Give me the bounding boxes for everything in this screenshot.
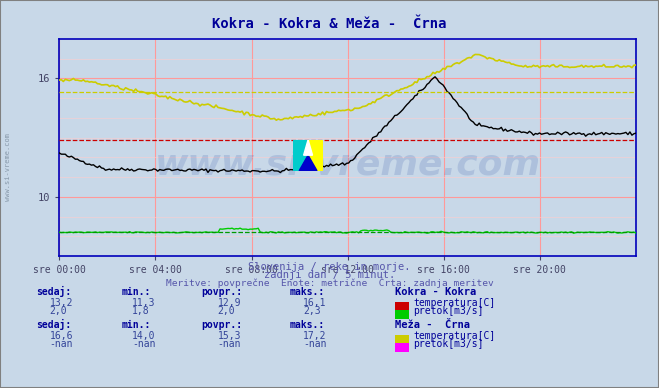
Text: sedaj:: sedaj: [36, 319, 71, 330]
Text: 16,1: 16,1 [303, 298, 327, 308]
Text: Kokra - Kokra: Kokra - Kokra [395, 287, 476, 297]
Polygon shape [293, 140, 308, 171]
Text: maks.:: maks.: [290, 287, 325, 297]
Text: povpr.:: povpr.: [201, 287, 242, 297]
Text: 1,8: 1,8 [132, 306, 150, 316]
Polygon shape [308, 140, 323, 171]
Text: 11,3: 11,3 [132, 298, 156, 308]
Text: -nan: -nan [49, 339, 73, 349]
Text: Meža -  Črna: Meža - Črna [395, 320, 471, 330]
Text: zadnji dan / 5 minut.: zadnji dan / 5 minut. [264, 270, 395, 280]
Text: temperatura[C]: temperatura[C] [413, 331, 496, 341]
Text: povpr.:: povpr.: [201, 320, 242, 330]
Polygon shape [299, 155, 317, 171]
Text: -nan: -nan [132, 339, 156, 349]
Text: Kokra - Kokra & Meža -  Črna: Kokra - Kokra & Meža - Črna [212, 17, 447, 31]
Text: 17,2: 17,2 [303, 331, 327, 341]
Text: 2,0: 2,0 [49, 306, 67, 316]
Text: 15,3: 15,3 [217, 331, 241, 341]
Text: 12,9: 12,9 [217, 298, 241, 308]
Text: min.:: min.: [122, 287, 152, 297]
Polygon shape [304, 140, 312, 155]
Text: maks.:: maks.: [290, 320, 325, 330]
Text: www.si-vreme.com: www.si-vreme.com [5, 133, 11, 201]
Text: Slovenija / reke in morje.: Slovenija / reke in morje. [248, 262, 411, 272]
Text: 13,2: 13,2 [49, 298, 73, 308]
Text: www.si-vreme.com: www.si-vreme.com [155, 148, 540, 182]
Text: pretok[m3/s]: pretok[m3/s] [413, 339, 484, 349]
Text: pretok[m3/s]: pretok[m3/s] [413, 306, 484, 316]
Text: -nan: -nan [217, 339, 241, 349]
Text: sedaj:: sedaj: [36, 286, 71, 297]
Text: min.:: min.: [122, 320, 152, 330]
Text: Meritve: povprečne  Enote: metrične  Črta: zadnja meritev: Meritve: povprečne Enote: metrične Črta:… [165, 277, 494, 288]
Text: -nan: -nan [303, 339, 327, 349]
Text: temperatura[C]: temperatura[C] [413, 298, 496, 308]
Text: 14,0: 14,0 [132, 331, 156, 341]
Text: 2,3: 2,3 [303, 306, 321, 316]
Text: 2,0: 2,0 [217, 306, 235, 316]
Text: 16,6: 16,6 [49, 331, 73, 341]
